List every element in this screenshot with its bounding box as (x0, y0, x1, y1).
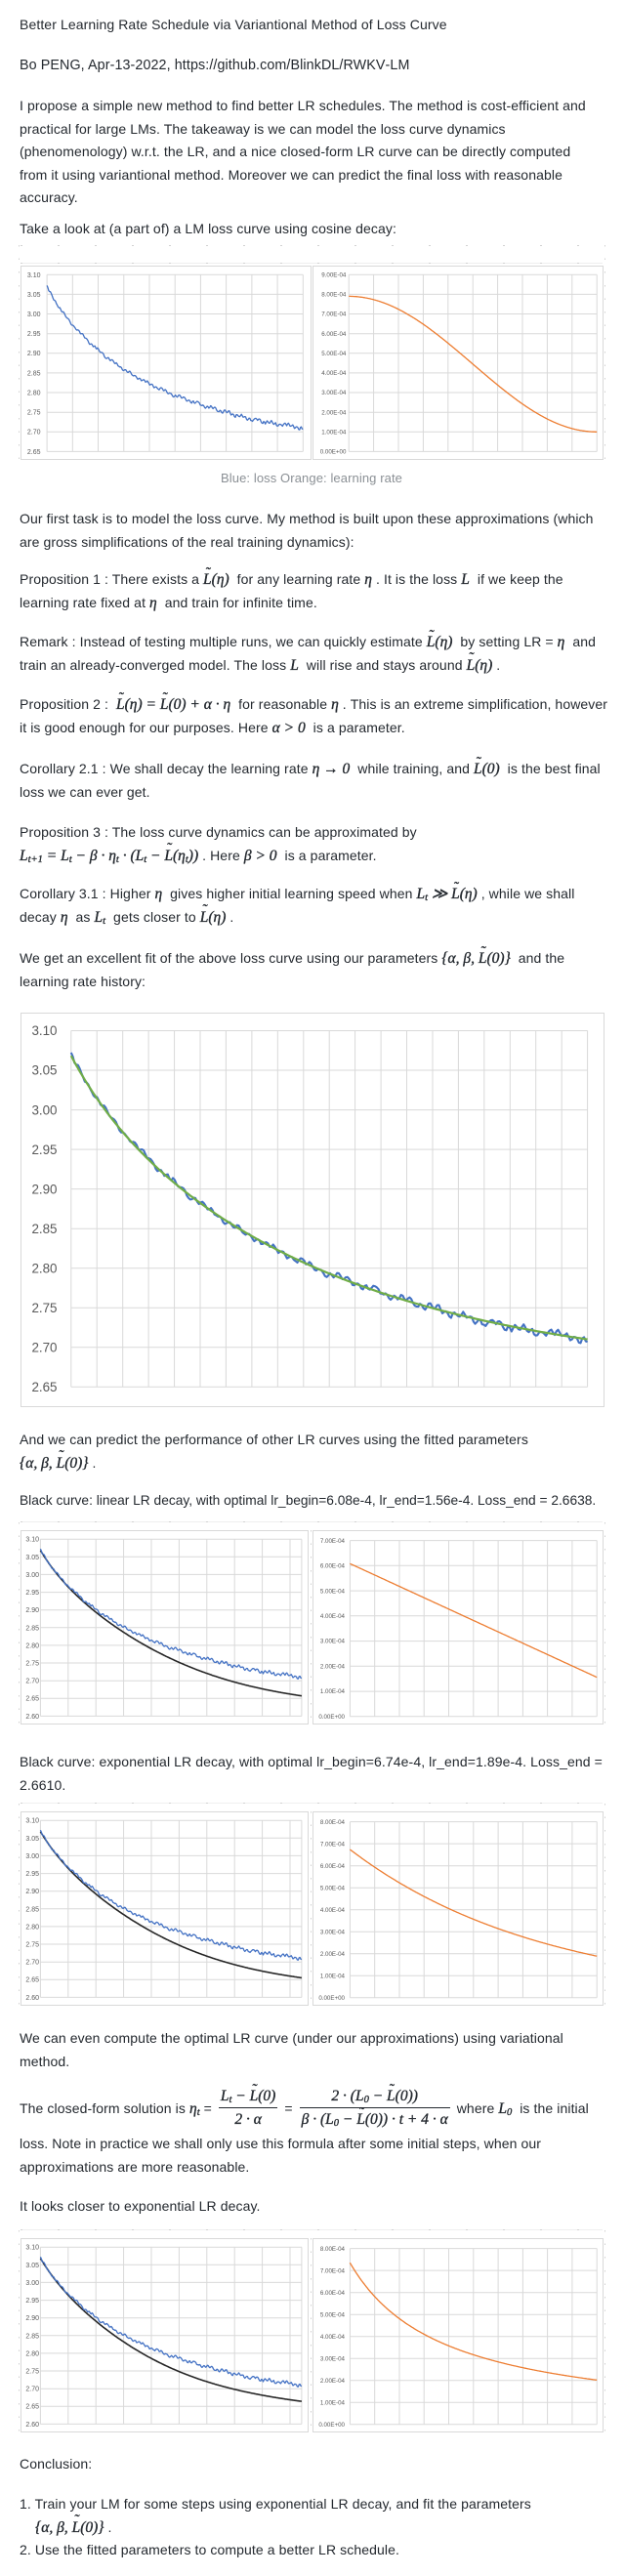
svg-text:3.00: 3.00 (27, 312, 41, 318)
svg-text:2.95: 2.95 (25, 2298, 39, 2305)
svg-text:2.70: 2.70 (31, 1341, 57, 1355)
svg-text:2.75: 2.75 (25, 1661, 39, 1668)
svg-text:3.00E-04: 3.00E-04 (320, 1929, 346, 1935)
svg-text:2.90: 2.90 (25, 1889, 39, 1895)
svg-text:0.00E+00: 0.00E+00 (318, 2422, 345, 2429)
svg-text:3.10: 3.10 (27, 272, 41, 279)
svg-text:3.10: 3.10 (31, 1023, 57, 1038)
svg-text:2.80: 2.80 (25, 1924, 39, 1931)
svg-text:3.00: 3.00 (25, 1572, 39, 1579)
svg-text:7.00E-04: 7.00E-04 (320, 2267, 346, 2274)
svg-text:7.00E-04: 7.00E-04 (321, 312, 347, 318)
svg-text:2.70: 2.70 (25, 2387, 39, 2393)
svg-text:8.00E-04: 8.00E-04 (320, 1819, 346, 1826)
svg-text:2.95: 2.95 (25, 1871, 39, 1878)
svg-text:5.00E-04: 5.00E-04 (320, 1588, 346, 1595)
svg-text:6.00E-04: 6.00E-04 (320, 1863, 346, 1870)
svg-text:2.00E-04: 2.00E-04 (321, 409, 347, 416)
svg-text:6.00E-04: 6.00E-04 (320, 2290, 346, 2297)
svg-text:8.00E-04: 8.00E-04 (321, 292, 347, 299)
svg-text:2.95: 2.95 (27, 331, 41, 338)
svg-text:3.00E-04: 3.00E-04 (320, 1639, 346, 1645)
svg-text:2.90: 2.90 (25, 1607, 39, 1614)
svg-text:2.80: 2.80 (31, 1261, 57, 1275)
svg-text:2.00E-04: 2.00E-04 (320, 1664, 346, 1671)
svg-text:2.00E-04: 2.00E-04 (320, 2378, 346, 2385)
svg-text:2.75: 2.75 (25, 1942, 39, 1949)
svg-text:2.65: 2.65 (25, 1977, 39, 1984)
svg-text:4.00E-04: 4.00E-04 (320, 1907, 346, 1914)
svg-text:5.00E-04: 5.00E-04 (320, 1885, 346, 1891)
svg-text:2.00E-04: 2.00E-04 (320, 1951, 346, 1958)
svg-text:6.00E-04: 6.00E-04 (320, 1563, 346, 1570)
svg-text:1.00E-04: 1.00E-04 (321, 429, 347, 436)
svg-text:3.10: 3.10 (25, 2245, 39, 2252)
svg-text:9.00E-04: 9.00E-04 (321, 272, 347, 279)
svg-text:3.00: 3.00 (31, 1102, 57, 1117)
svg-text:4.00E-04: 4.00E-04 (320, 2334, 346, 2341)
svg-text:5.00E-04: 5.00E-04 (320, 2311, 346, 2318)
svg-text:2.90: 2.90 (31, 1182, 57, 1196)
svg-text:3.00: 3.00 (25, 2280, 39, 2287)
svg-text:0.00E+00: 0.00E+00 (318, 1995, 345, 2002)
svg-text:2.80: 2.80 (27, 391, 41, 397)
svg-text:2.70: 2.70 (27, 430, 41, 436)
svg-text:2.65: 2.65 (31, 1380, 57, 1394)
svg-text:2.75: 2.75 (27, 410, 41, 417)
svg-text:2.95: 2.95 (25, 1590, 39, 1597)
svg-text:7.00E-04: 7.00E-04 (320, 1538, 346, 1545)
svg-text:2.65: 2.65 (25, 2404, 39, 2411)
svg-text:2.65: 2.65 (25, 1696, 39, 1703)
svg-text:2.85: 2.85 (25, 2333, 39, 2340)
svg-text:2.95: 2.95 (31, 1143, 57, 1157)
svg-text:3.05: 3.05 (25, 2263, 39, 2269)
svg-text:3.05: 3.05 (25, 1555, 39, 1561)
svg-text:2.70: 2.70 (25, 1960, 39, 1967)
svg-text:2.85: 2.85 (31, 1222, 57, 1236)
svg-text:2.85: 2.85 (25, 1625, 39, 1632)
svg-text:2.85: 2.85 (25, 1906, 39, 1913)
svg-text:2.60: 2.60 (25, 1714, 39, 1721)
svg-text:3.00E-04: 3.00E-04 (321, 390, 347, 396)
svg-text:0.00E+00: 0.00E+00 (318, 1714, 345, 1721)
svg-text:7.00E-04: 7.00E-04 (320, 1841, 346, 1848)
svg-text:1.00E-04: 1.00E-04 (320, 1973, 346, 1979)
svg-text:2.85: 2.85 (27, 370, 41, 377)
svg-text:2.80: 2.80 (25, 1642, 39, 1649)
svg-text:4.00E-04: 4.00E-04 (320, 1613, 346, 1620)
svg-text:3.10: 3.10 (25, 1818, 39, 1825)
svg-text:2.60: 2.60 (25, 1995, 39, 2002)
svg-text:3.05: 3.05 (31, 1063, 57, 1078)
svg-text:0.00E+00: 0.00E+00 (320, 449, 347, 456)
svg-text:1.00E-04: 1.00E-04 (320, 2399, 346, 2406)
svg-text:2.90: 2.90 (25, 2315, 39, 2322)
svg-text:2.70: 2.70 (25, 1679, 39, 1685)
svg-text:8.00E-04: 8.00E-04 (320, 2246, 346, 2253)
svg-text:2.75: 2.75 (31, 1301, 57, 1315)
svg-text:2.75: 2.75 (25, 2369, 39, 2376)
svg-text:1.00E-04: 1.00E-04 (320, 1688, 346, 1695)
svg-text:3.00E-04: 3.00E-04 (320, 2355, 346, 2362)
svg-text:5.00E-04: 5.00E-04 (321, 351, 347, 357)
svg-text:3.10: 3.10 (25, 1537, 39, 1544)
svg-text:2.60: 2.60 (25, 2422, 39, 2429)
svg-text:4.00E-04: 4.00E-04 (321, 370, 347, 377)
svg-text:2.90: 2.90 (27, 351, 41, 357)
svg-text:3.05: 3.05 (25, 1836, 39, 1843)
svg-text:3.05: 3.05 (27, 292, 41, 299)
svg-text:2.65: 2.65 (27, 449, 41, 456)
svg-text:6.00E-04: 6.00E-04 (321, 331, 347, 338)
svg-text:3.00: 3.00 (25, 1853, 39, 1860)
svg-text:2.80: 2.80 (25, 2350, 39, 2357)
